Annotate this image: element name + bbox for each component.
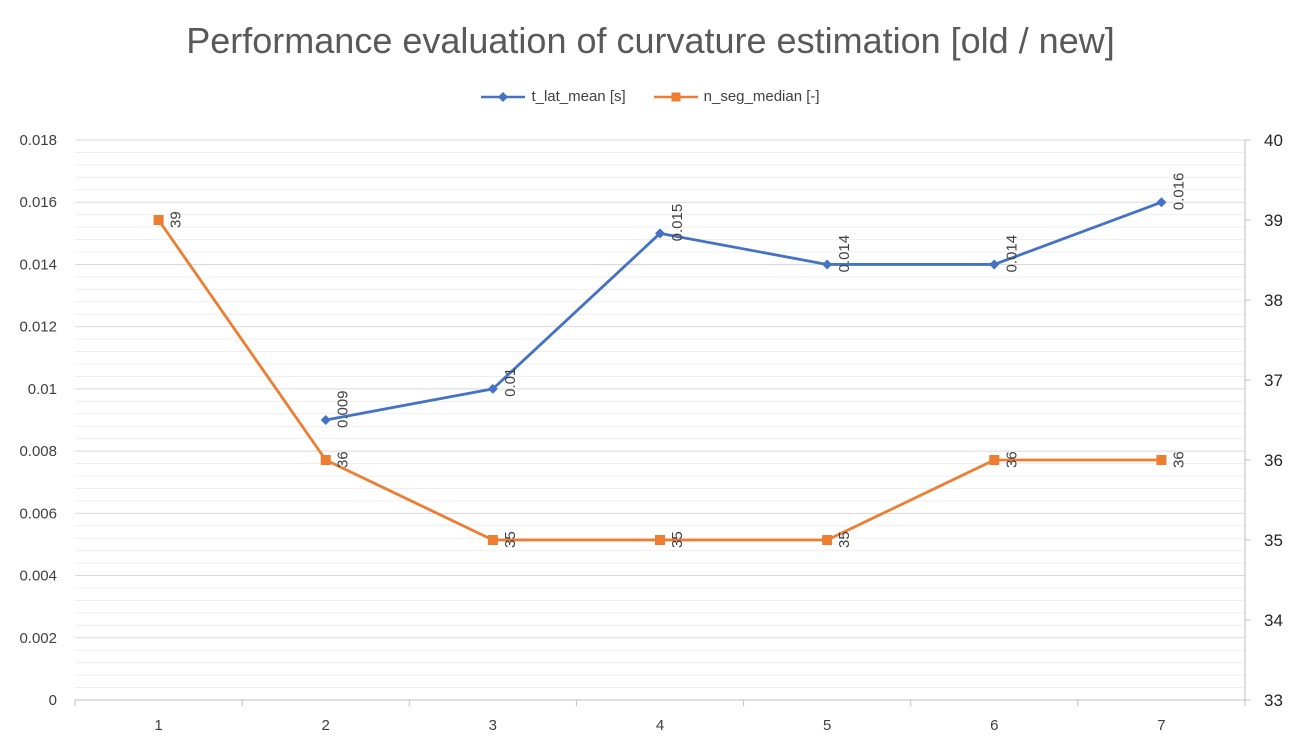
- y-left-tick-label: 0.008: [19, 443, 57, 460]
- data-point-marker: [1156, 197, 1167, 208]
- data-point-marker: [320, 415, 331, 425]
- data-point-marker: [989, 259, 1000, 270]
- y-right-tick-label: 33: [1264, 691, 1283, 710]
- data-label: 0.01: [502, 368, 519, 397]
- y-left-tick-label: 0.018: [19, 132, 57, 149]
- legend-item-t-lat-mean[interactable]: t_lat_mean [s]: [481, 88, 626, 105]
- y-left-tick-label: 0.012: [19, 319, 57, 336]
- y-right-tick-label: 36: [1264, 451, 1283, 470]
- y-left-tick-label: 0.014: [19, 256, 57, 273]
- data-label: 36: [1170, 451, 1187, 468]
- data-label: 36: [335, 451, 352, 468]
- data-point-marker: [153, 215, 164, 225]
- data-label: 39: [168, 211, 185, 228]
- legend-label-n-seg-median: n_seg_median [-]: [703, 88, 820, 105]
- data-point-marker: [655, 228, 665, 239]
- data-point-marker: [822, 535, 833, 545]
- y-left-tick-label: 0.002: [19, 630, 57, 647]
- data-label: 35: [502, 531, 519, 548]
- data-point-marker: [487, 535, 498, 545]
- data-label: 35: [669, 531, 686, 548]
- legend-marker-t-lat-mean: [481, 91, 526, 102]
- chart-title: Performance evaluation of curvature esti…: [186, 20, 1115, 61]
- y-left-tick-label: 0.004: [19, 568, 57, 585]
- data-label: 0.015: [669, 204, 686, 242]
- y-right-tick-label: 40: [1264, 131, 1283, 150]
- y-left-tick-label: 0.006: [19, 505, 57, 522]
- y-right-tick-label: 34: [1264, 611, 1283, 630]
- y-right-tick-label: 38: [1264, 291, 1283, 310]
- series-line-0: [325, 200, 1162, 422]
- data-label: 0.016: [1170, 173, 1187, 211]
- x-tick-label: 6: [990, 717, 998, 734]
- x-tick-label: 5: [823, 717, 831, 734]
- y-right-tick-label: 37: [1264, 371, 1283, 390]
- data-label: 0.014: [836, 235, 853, 273]
- data-label: 0.014: [1003, 235, 1020, 273]
- y-left-tick-label: 0.01: [28, 381, 57, 398]
- x-tick-label: 3: [489, 717, 497, 734]
- y-left-tick-label: 0.016: [19, 194, 57, 211]
- data-point-marker: [989, 455, 1000, 465]
- legend-label-t-lat-mean: t_lat_mean [s]: [531, 88, 626, 105]
- legend: t_lat_mean [s] n_seg_median [-]: [0, 88, 1301, 105]
- data-point-marker: [320, 455, 331, 465]
- x-tick-label: 1: [154, 717, 162, 734]
- data-label: 36: [1003, 451, 1020, 468]
- x-tick-label: 4: [656, 717, 664, 734]
- data-point-marker: [822, 259, 833, 270]
- legend-item-n-seg-median[interactable]: n_seg_median [-]: [653, 88, 820, 105]
- data-point-marker: [655, 535, 665, 545]
- y-left-tick-label: 0: [49, 692, 57, 709]
- legend-marker-n-seg-median: [653, 92, 698, 101]
- data-label: 35: [836, 531, 853, 548]
- data-point-marker: [1156, 455, 1167, 465]
- data-label: 0.009: [335, 390, 352, 428]
- data-point-marker: [487, 383, 498, 394]
- y-right-tick-label: 39: [1264, 211, 1283, 230]
- x-tick-label: 7: [1157, 717, 1165, 734]
- y-right-tick-label: 35: [1264, 531, 1283, 550]
- x-tick-label: 2: [322, 717, 330, 734]
